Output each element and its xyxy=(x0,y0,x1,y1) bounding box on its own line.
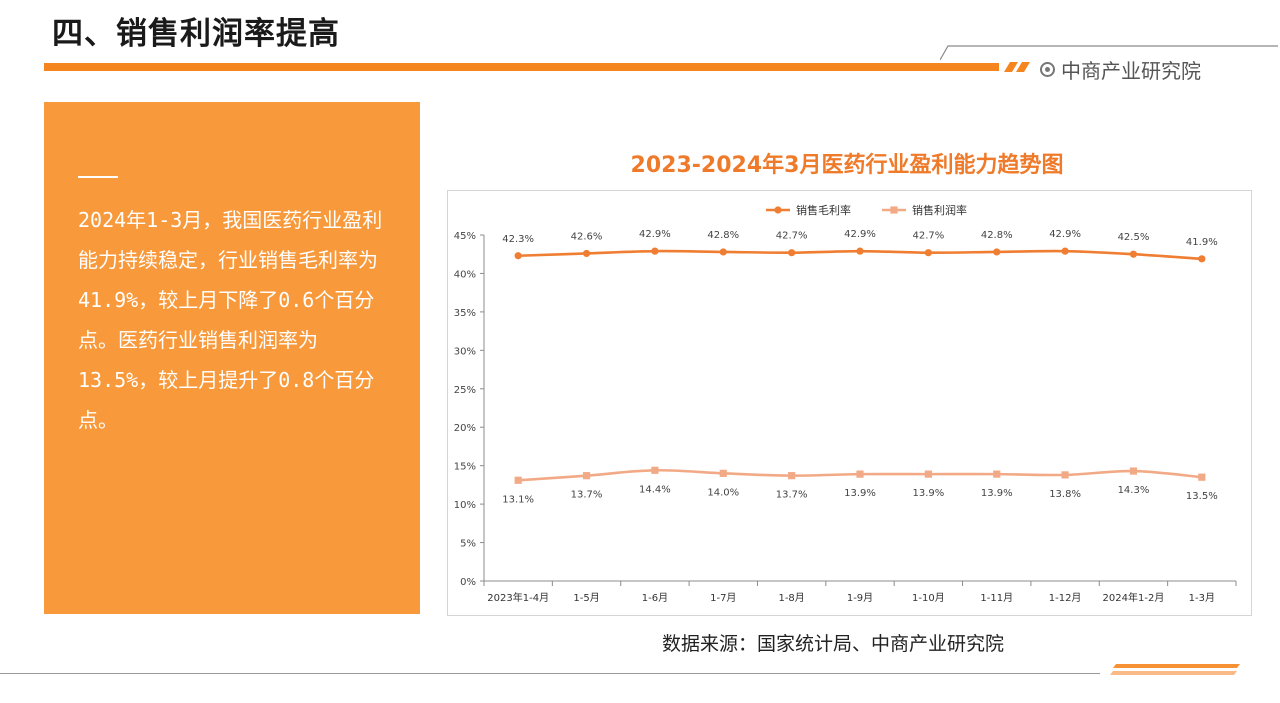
data-label: 42.3% xyxy=(502,234,534,245)
legend-marker xyxy=(890,206,898,214)
data-point xyxy=(993,470,1001,478)
data-point xyxy=(651,247,659,255)
legend-marker xyxy=(774,206,782,214)
data-point xyxy=(1198,473,1206,481)
data-label: 42.6% xyxy=(571,231,603,242)
summary-divider xyxy=(78,176,118,178)
chart-title: 2023-2024年3月医药行业盈利能力趋势图 xyxy=(630,153,1064,178)
brand-name: 中商产业研究院 xyxy=(1061,59,1201,83)
chart-area: 0% 5% 10% 15% 20% 25% 30% 35% 40% 45% 2023年1-4月 1-5… xyxy=(447,190,1252,616)
data-point xyxy=(719,469,727,477)
data-point xyxy=(856,470,864,478)
data-point xyxy=(1061,471,1069,479)
data-point xyxy=(993,248,1001,256)
line-chart: 0% 5% 10% 15% 20% 25% 30% 35% 40% 45% 2023年1-4月 1-5… xyxy=(454,203,1237,604)
brand-mark: 中商产业研究院 xyxy=(1040,55,1201,84)
data-label: 14.3% xyxy=(1118,485,1150,496)
data-point xyxy=(1198,255,1206,263)
page-title: 四、销售利润率提高 xyxy=(52,16,340,52)
x-tick-label: 2023年1-4月 xyxy=(487,591,549,604)
data-label: 42.7% xyxy=(912,231,944,242)
data-point xyxy=(514,252,522,260)
data-point xyxy=(1129,467,1138,475)
x-tick-label: 1-10月 xyxy=(912,592,945,604)
data-label: 13.9% xyxy=(844,488,876,499)
data-label: 13.9% xyxy=(912,488,944,499)
data-label: 42.9% xyxy=(844,229,876,240)
y-tick-label: 10% xyxy=(454,500,476,511)
data-label: 13.8% xyxy=(1049,489,1081,500)
legend-label: 销售毛利率 xyxy=(796,203,851,217)
data-point xyxy=(924,249,932,257)
data-label: 42.8% xyxy=(981,230,1013,241)
summary-text: 2024年1-3月，我国医药行业盈利能力持续稳定，行业销售毛利率为41.9%，较… xyxy=(78,208,383,432)
data-label: 13.9% xyxy=(981,488,1013,499)
data-label: 14.4% xyxy=(639,484,671,495)
data-label: 14.0% xyxy=(707,487,739,498)
footer-rule xyxy=(0,673,1100,674)
x-tick-label: 1-12月 xyxy=(1049,592,1082,604)
data-label: 42.8% xyxy=(707,230,739,241)
y-tick-label: 40% xyxy=(454,269,476,280)
y-tick-label: 20% xyxy=(454,423,476,434)
data-point xyxy=(788,472,796,480)
data-point xyxy=(1061,247,1069,255)
brand-logo-icon xyxy=(1040,62,1055,77)
y-tick-label: 35% xyxy=(454,308,476,319)
data-label: 13.5% xyxy=(1186,491,1218,502)
data-point xyxy=(924,470,932,478)
header-accent-bar xyxy=(44,63,999,71)
data-point xyxy=(719,248,727,256)
data-point xyxy=(582,249,591,258)
y-tick-label: 0% xyxy=(460,577,476,588)
x-tick-label: 1-9月 xyxy=(847,592,873,604)
data-label: 42.9% xyxy=(1049,229,1081,240)
x-tick-label: 2024年1-2月 xyxy=(1103,591,1165,604)
legend-label: 销售利润率 xyxy=(912,203,967,217)
data-label: 42.9% xyxy=(639,229,671,240)
data-point xyxy=(856,247,864,255)
data-label: 13.1% xyxy=(502,494,534,505)
data-label: 42.5% xyxy=(1118,232,1150,243)
x-tick-label: 1-3月 xyxy=(1189,592,1215,604)
data-source: 数据来源：国家统计局、中商产业研究院 xyxy=(662,633,1005,655)
y-tick-label: 15% xyxy=(454,462,476,473)
slash-decoration xyxy=(1004,62,1030,72)
y-tick-label: 5% xyxy=(460,539,476,550)
x-tick-label: 1-11月 xyxy=(980,592,1013,604)
data-label: 42.7% xyxy=(776,231,808,242)
summary-panel: 2024年1-3月，我国医药行业盈利能力持续稳定，行业销售毛利率为41.9%，较… xyxy=(44,102,420,614)
data-point xyxy=(1129,250,1138,258)
x-tick-label: 1-8月 xyxy=(778,592,804,604)
data-label: 13.7% xyxy=(571,490,603,501)
data-label: 41.9% xyxy=(1186,237,1218,248)
x-tick-label: 1-5月 xyxy=(573,592,599,604)
y-tick-label: 25% xyxy=(454,385,476,396)
data-point xyxy=(788,249,796,257)
data-point xyxy=(651,466,659,474)
x-tick-label: 1-7月 xyxy=(710,592,736,604)
data-point xyxy=(514,476,522,484)
data-point xyxy=(582,472,591,480)
x-tick-label: 1-6月 xyxy=(642,592,668,604)
y-tick-label: 45% xyxy=(454,231,476,242)
y-tick-label: 30% xyxy=(454,346,476,357)
header-divider-line xyxy=(940,45,1278,61)
footer-stripe-decoration xyxy=(1110,664,1240,675)
data-label: 13.7% xyxy=(776,490,808,501)
